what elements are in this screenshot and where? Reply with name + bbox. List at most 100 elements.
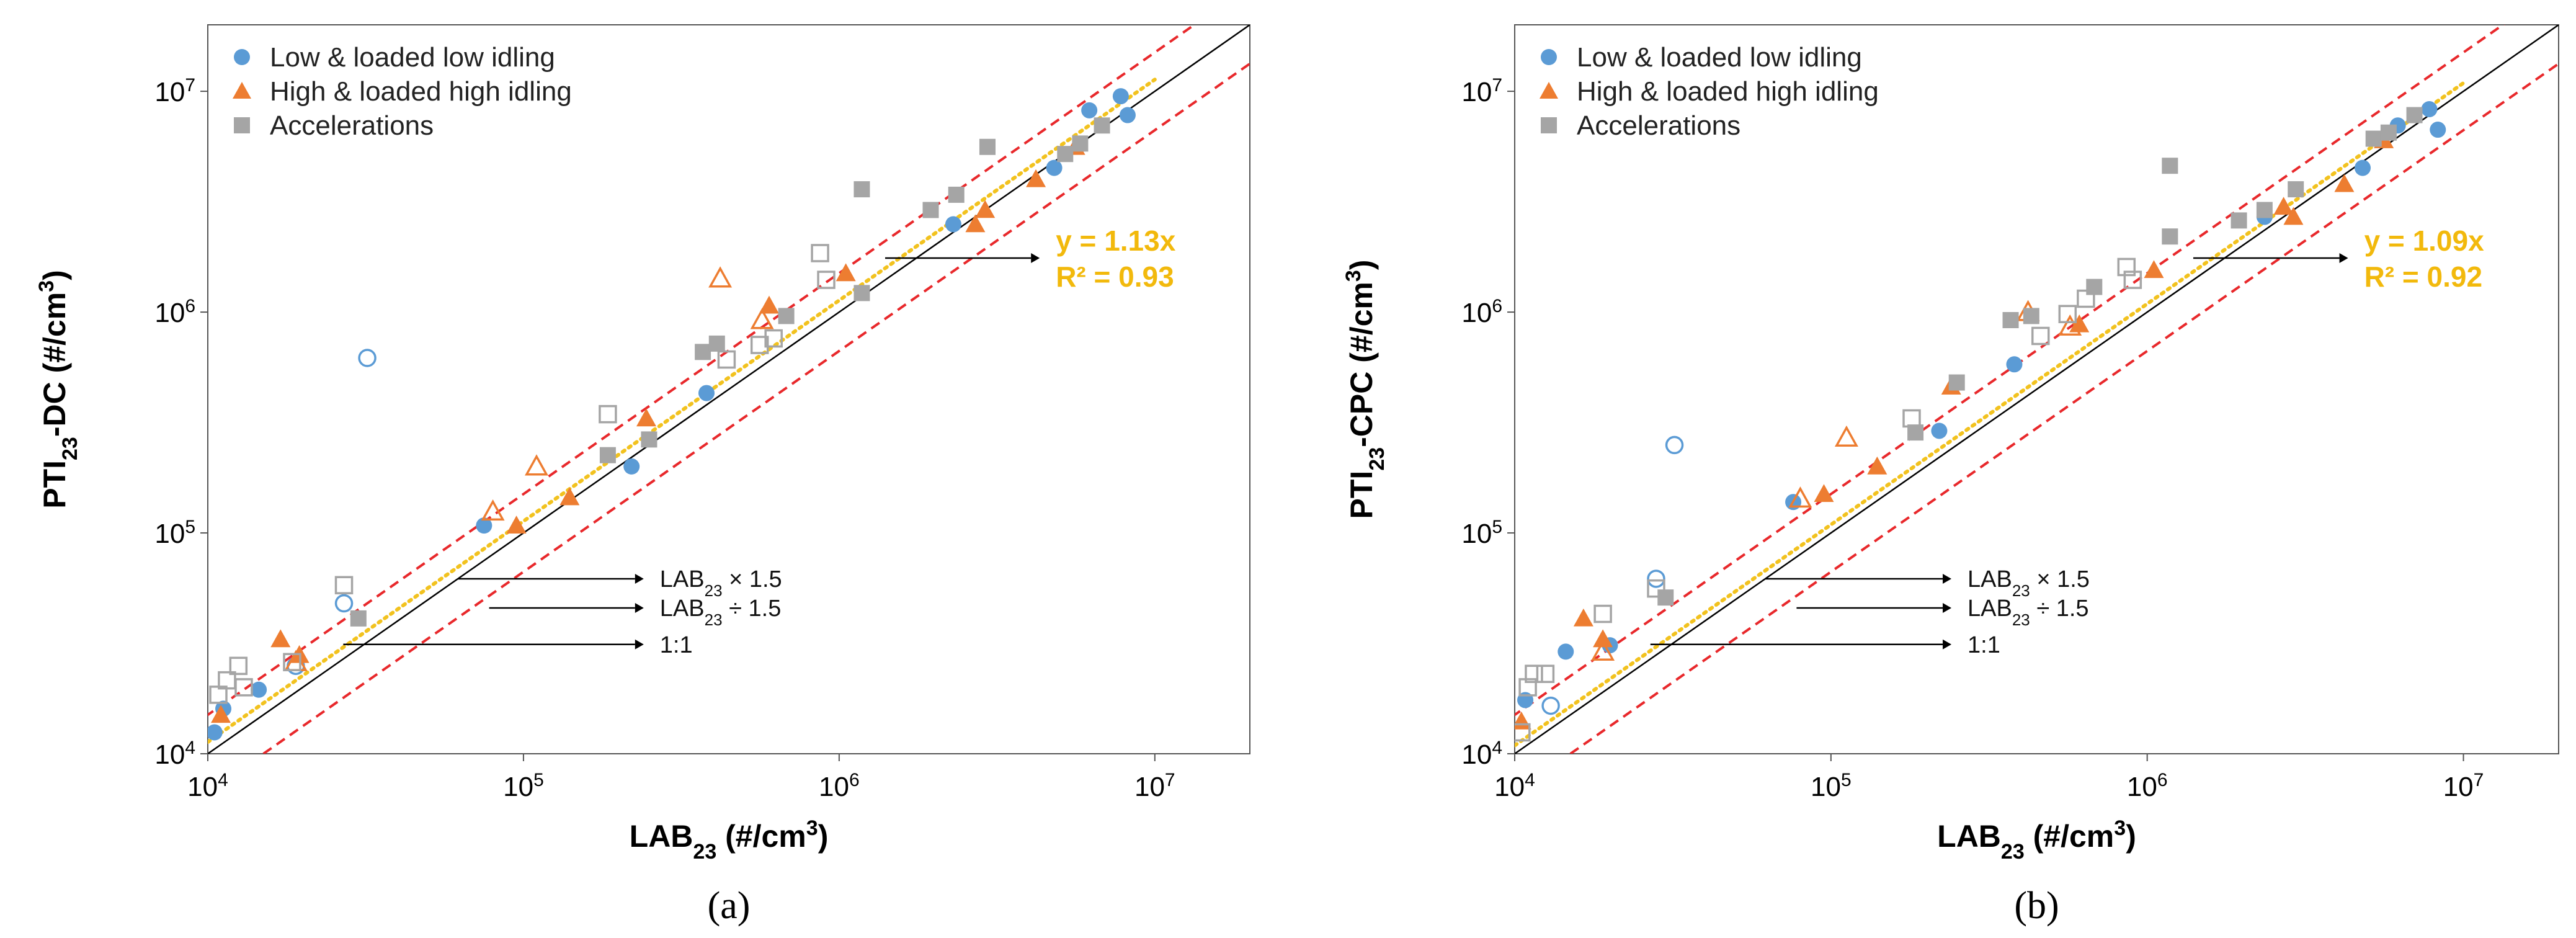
- high-point: [2273, 197, 2294, 215]
- high-point: [481, 499, 505, 521]
- high-point: [2334, 174, 2355, 192]
- annotation-one-to-one-label: 1:1: [660, 632, 693, 658]
- acc-point: [2365, 130, 2382, 147]
- low-point: [945, 216, 961, 233]
- acc-point: [229, 656, 248, 676]
- acc-point: [2380, 124, 2397, 141]
- low-point: [2421, 100, 2438, 117]
- acc-point: [1518, 678, 1537, 697]
- y-tick-label: 104: [1461, 738, 1502, 770]
- x-tick-label: 104: [1494, 770, 1535, 803]
- annotation-lower-label: LAB23 ÷ 1.5: [1968, 596, 2089, 629]
- legend-label: High & loaded high idling: [1577, 76, 1879, 107]
- acc-point: [853, 285, 870, 302]
- low-point: [476, 517, 492, 534]
- acc-point: [1525, 664, 1543, 683]
- low-point: [2430, 122, 2446, 138]
- acc-point: [2002, 311, 2019, 328]
- annotation-lower-arrowhead: [635, 603, 644, 613]
- acc-point: [948, 186, 965, 203]
- panel-b: 104 105 106 107 104 105 106 107 LAB23 (#/cm3) PTI…: [1342, 24, 2559, 927]
- fit-arrowhead: [2339, 253, 2348, 263]
- x-tick-label: 106: [2127, 770, 2168, 803]
- low-point: [623, 458, 640, 475]
- acc-point: [2077, 289, 2095, 308]
- acc-point: [2123, 270, 2142, 289]
- acc-point: [1902, 409, 1921, 428]
- y-tick-label: 106: [154, 296, 195, 329]
- high-point: [1026, 169, 1046, 187]
- acc-point: [2031, 326, 2050, 346]
- low-point: [334, 594, 354, 613]
- high-point: [1814, 484, 1834, 502]
- high-point: [1593, 629, 1613, 648]
- acc-point: [2023, 308, 2039, 324]
- acc-point: [2162, 158, 2178, 174]
- acc-point: [2231, 212, 2247, 229]
- acc-point: [811, 244, 829, 262]
- annotation-lower-label: LAB23 ÷ 1.5: [660, 596, 782, 629]
- high-point: [2283, 207, 2304, 225]
- x-tick-label: 105: [1811, 770, 1852, 803]
- acc-point: [764, 329, 783, 348]
- high-point: [708, 266, 733, 288]
- high-point: [525, 454, 548, 476]
- acc-point: [2162, 228, 2178, 245]
- x-axis-title: LAB23 (#/cm3): [1937, 816, 2136, 864]
- high-point: [2069, 314, 2090, 333]
- low-point: [1541, 696, 1560, 715]
- legend-label: Accelerations: [270, 110, 434, 141]
- high-point: [759, 295, 779, 314]
- annotation-upper-label: LAB23 × 1.5: [1968, 566, 2090, 600]
- high-point: [836, 263, 856, 282]
- acc-point: [708, 335, 725, 352]
- high-point: [559, 487, 580, 506]
- x-tick-label: 107: [1134, 770, 1175, 803]
- low-point: [698, 385, 715, 401]
- annotation-one-to-one-arrowhead: [635, 639, 644, 650]
- annotation-upper-label: LAB23 × 1.5: [660, 566, 782, 600]
- trendline: [208, 78, 1157, 744]
- lower-band-line: [262, 63, 1250, 754]
- acc-point: [2288, 181, 2304, 198]
- upper-band-line: [208, 25, 1197, 717]
- fit-equation: y = 1.13x: [1056, 225, 1176, 257]
- panel-label: (b): [2014, 885, 2059, 927]
- fit-arrowhead: [1031, 253, 1040, 263]
- acc-point: [1536, 664, 1555, 683]
- high-point: [270, 629, 291, 648]
- acc-point: [1057, 146, 1074, 163]
- acc-point: [922, 202, 939, 218]
- y-tick-label: 106: [1461, 296, 1502, 329]
- acc-point: [1072, 135, 1089, 152]
- high-point: [975, 200, 996, 218]
- acc-point: [334, 576, 354, 595]
- acc-point: [2058, 305, 2077, 323]
- y-axis-title: PTI23-DC (#/cm3): [35, 270, 82, 509]
- legend-label: Low & loaded low idling: [270, 42, 555, 73]
- low-point: [1081, 102, 1098, 118]
- acc-point: [1094, 117, 1110, 134]
- low-point: [2355, 159, 2371, 176]
- high-point: [750, 308, 774, 329]
- annotation-upper-arrowhead: [635, 574, 644, 584]
- acc-point: [695, 344, 711, 360]
- low-point: [1558, 643, 1574, 660]
- acc-point: [1948, 374, 1965, 391]
- low-point: [2006, 356, 2023, 373]
- acc-point: [2117, 257, 2136, 277]
- x-tick-label: 104: [187, 770, 228, 803]
- trendline: [1515, 81, 2466, 748]
- x-tick-label: 107: [2443, 770, 2484, 803]
- high-point: [1788, 486, 1812, 508]
- low-point: [208, 724, 223, 741]
- low-point: [1046, 159, 1063, 176]
- y-tick-label: 104: [154, 738, 195, 770]
- fit-equation: y = 1.09x: [2364, 225, 2485, 257]
- low-point: [251, 681, 267, 698]
- high-point: [1834, 425, 1858, 447]
- legend-circle-icon: [234, 49, 250, 65]
- y-axis-title: PTI23-CPC (#/cm3): [1342, 260, 1389, 519]
- acc-point: [853, 181, 870, 198]
